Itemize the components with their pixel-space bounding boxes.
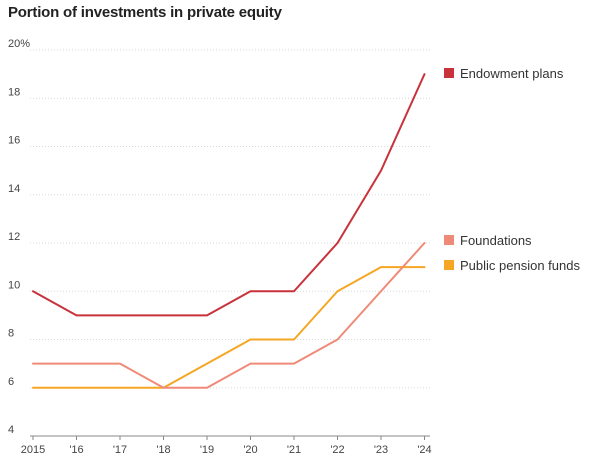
y-tick-label: 16	[8, 135, 20, 147]
x-tick-label: '23	[374, 444, 388, 456]
x-tick-label: '24	[417, 444, 431, 456]
y-tick-label: 4	[8, 424, 14, 436]
y-tick-label: 20%	[8, 38, 30, 50]
x-tick-label: '20	[243, 444, 257, 456]
y-tick-label: 12	[8, 231, 20, 243]
y-tick-label: 18	[8, 86, 20, 98]
legend-label: Endowment plans	[460, 66, 564, 81]
legend-swatch	[444, 260, 454, 270]
x-tick-label: '22	[330, 444, 344, 456]
legend-swatch	[444, 235, 454, 245]
chart-title: Portion of investments in private equity	[8, 4, 282, 21]
x-tick-label: '18	[156, 444, 170, 456]
y-tick-label: 8	[8, 328, 14, 340]
x-tick-label: 2015	[21, 444, 45, 456]
x-tick-label: '19	[200, 444, 214, 456]
x-tick-label: '16	[69, 444, 83, 456]
legend-label: Foundations	[460, 233, 532, 248]
series-lines	[32, 73, 426, 389]
legend: Endowment plans Foundations Public pension…	[444, 66, 580, 273]
y-tick-label: 6	[8, 376, 14, 388]
y-tick-label: 10	[8, 279, 20, 291]
x-tick-label: '17	[113, 444, 127, 456]
series-line-endowment-plans	[32, 73, 426, 317]
series-line-public-pension-funds	[32, 266, 426, 389]
series-line-foundations	[32, 242, 426, 389]
legend-swatch	[444, 68, 454, 78]
x-tick-label: '21	[287, 444, 301, 456]
gridlines	[30, 49, 430, 437]
x-axis-tick-labels: 2015 '16 '17 '18 '19 '20 '21 '22 '23 '24	[21, 436, 432, 456]
legend-label: Public pension funds	[460, 258, 580, 273]
y-axis-tick-labels: 20% 18 16 14 12 10 8 6 4	[8, 38, 30, 436]
y-tick-label: 14	[8, 183, 20, 195]
